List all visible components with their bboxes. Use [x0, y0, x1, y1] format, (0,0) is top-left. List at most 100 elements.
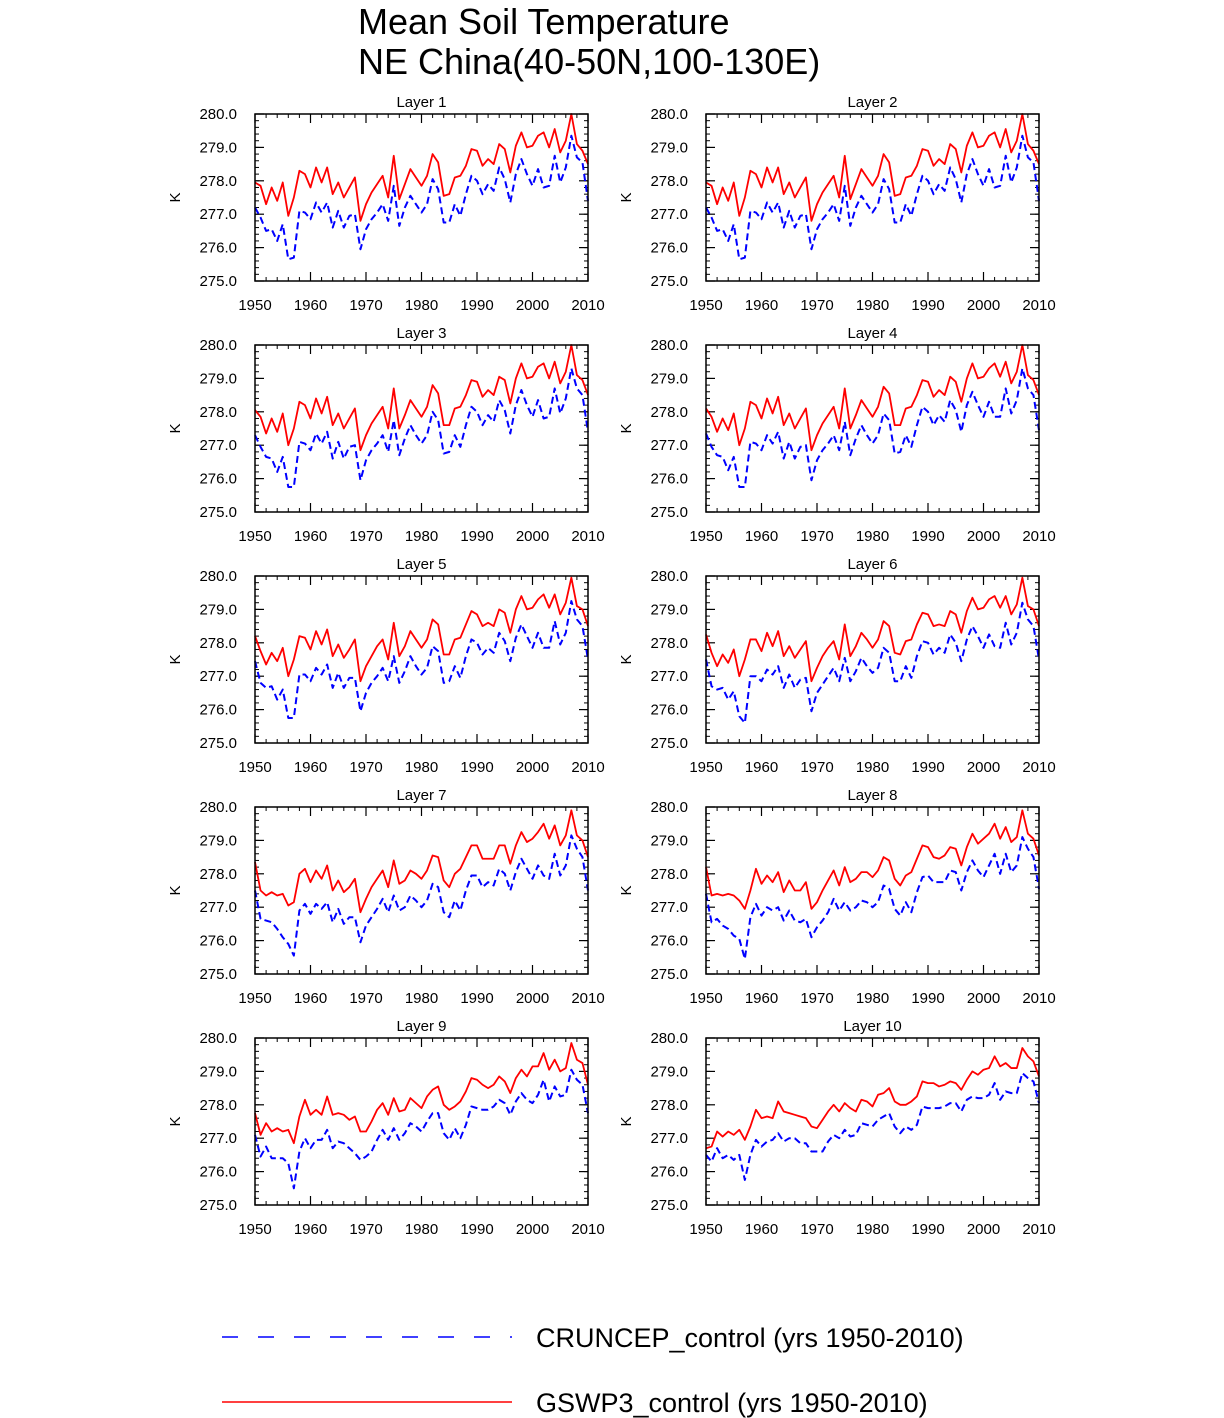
x-tick-label: 1960	[745, 990, 778, 1007]
y-tick-label: 277.0	[199, 1130, 237, 1147]
x-tick-label: 2010	[571, 1221, 604, 1238]
series-line-cruncep-control	[254, 834, 589, 957]
y-tick-label: 280.0	[199, 337, 237, 354]
panel-layer-9: Layer 9 K 1950 1960 1970 1980 1990 2000 2010 275.…	[167, 1018, 605, 1238]
y-tick-label: 275.0	[650, 273, 688, 290]
panel-layer-8: Layer 8 K 1950 1960 1970 1980 1990 2000 2010 275.…	[618, 787, 1056, 1007]
y-tick-label: 276.0	[199, 240, 237, 257]
x-tick-label: 1990	[911, 990, 944, 1007]
panel-layer-2: Layer 2 K 1950 1960 1970 1980 1990 2000 2010 275.…	[618, 94, 1056, 314]
series-line-cruncep-control	[705, 1072, 1040, 1181]
x-tick-label: 1950	[689, 1221, 722, 1238]
x-tick-label: 1990	[911, 1221, 944, 1238]
series-line-gswp3-control	[254, 113, 589, 222]
y-tick-label: 275.0	[650, 504, 688, 521]
x-tick-label: 1950	[238, 297, 271, 314]
x-tick-label: 2000	[967, 990, 1000, 1007]
panel-title: Layer 4	[847, 325, 897, 342]
y-tick-label: 275.0	[199, 966, 237, 983]
x-tick-label: 2000	[967, 297, 1000, 314]
y-tick-label: 278.0	[650, 866, 688, 883]
x-tick-label: 1960	[294, 1221, 327, 1238]
y-axis-label: K	[618, 654, 635, 664]
x-tick-label: 1970	[349, 759, 382, 776]
y-axis-label: K	[167, 885, 184, 895]
x-tick-label: 1960	[294, 759, 327, 776]
x-tick-label: 1950	[689, 528, 722, 545]
panel-title: Layer 9	[396, 1018, 446, 1035]
x-tick-label: 1980	[856, 1221, 889, 1238]
x-tick-label: 1990	[911, 528, 944, 545]
series-line-cruncep-control	[254, 600, 589, 719]
panel-layer-4: Layer 4 K 1950 1960 1970 1980 1990 2000 2010 275.…	[618, 325, 1056, 545]
x-tick-label: 1970	[800, 1221, 833, 1238]
y-axis-label: K	[618, 1116, 635, 1126]
x-tick-label: 2000	[516, 528, 549, 545]
plot-frame	[254, 806, 589, 975]
series-line-gswp3-control	[705, 809, 1040, 910]
y-axis-label: K	[167, 654, 184, 664]
y-axis-label: K	[618, 885, 635, 895]
y-tick-label: 277.0	[650, 1130, 688, 1147]
x-tick-label: 1950	[689, 759, 722, 776]
series-line-cruncep-control	[705, 367, 1040, 488]
plot-frame	[705, 575, 1040, 744]
x-tick-label: 1990	[460, 990, 493, 1007]
y-tick-label: 276.0	[199, 1164, 237, 1181]
panel-title: Layer 5	[396, 556, 446, 573]
x-tick-label: 1960	[745, 528, 778, 545]
panel-title: Layer 8	[847, 787, 897, 804]
plot-frame	[254, 1037, 589, 1206]
x-tick-label: 1990	[911, 297, 944, 314]
y-tick-label: 277.0	[199, 668, 237, 685]
y-tick-label: 278.0	[650, 173, 688, 190]
x-tick-label: 2010	[1022, 990, 1055, 1007]
x-tick-label: 1950	[689, 990, 722, 1007]
x-tick-label: 1990	[460, 1221, 493, 1238]
y-tick-label: 275.0	[650, 1197, 688, 1214]
series-line-gswp3-control	[254, 344, 589, 452]
y-tick-label: 275.0	[199, 504, 237, 521]
x-tick-label: 1960	[294, 528, 327, 545]
x-tick-label: 1970	[800, 759, 833, 776]
x-tick-label: 2010	[571, 528, 604, 545]
x-tick-label: 1950	[238, 990, 271, 1007]
series-line-gswp3-control	[705, 576, 1040, 683]
x-tick-label: 1990	[911, 759, 944, 776]
x-tick-label: 1980	[856, 528, 889, 545]
y-tick-label: 277.0	[199, 206, 237, 223]
series-line-cruncep-control	[705, 134, 1040, 261]
y-tick-label: 276.0	[650, 471, 688, 488]
x-tick-label: 2010	[1022, 1221, 1055, 1238]
x-tick-label: 1970	[800, 297, 833, 314]
plot-frame	[254, 344, 589, 513]
y-tick-label: 280.0	[650, 568, 688, 585]
panel-layer-6: Layer 6 K 1950 1960 1970 1980 1990 2000 2010 275.…	[618, 556, 1056, 776]
series-line-gswp3-control	[705, 113, 1040, 222]
y-axis-label: K	[167, 1116, 184, 1126]
panel-title: Layer 6	[847, 556, 897, 573]
x-tick-label: 1950	[238, 759, 271, 776]
y-tick-label: 280.0	[199, 106, 237, 123]
plot-frame	[705, 1037, 1040, 1206]
plot-frame	[705, 344, 1040, 513]
series-line-gswp3-control	[705, 1047, 1040, 1150]
series-line-gswp3-control	[705, 344, 1040, 452]
y-tick-label: 276.0	[199, 933, 237, 950]
y-tick-label: 279.0	[650, 370, 688, 387]
x-tick-label: 1980	[856, 759, 889, 776]
y-tick-label: 278.0	[199, 866, 237, 883]
x-tick-label: 2010	[1022, 759, 1055, 776]
x-tick-label: 2000	[967, 1221, 1000, 1238]
panel-title: Layer 7	[396, 787, 446, 804]
panel-layer-5: Layer 5 K 1950 1960 1970 1980 1990 2000 2010 275.…	[167, 556, 605, 776]
y-tick-label: 277.0	[199, 437, 237, 454]
panel-title: Layer 1	[396, 94, 446, 111]
plot-frame	[254, 113, 589, 282]
y-tick-label: 276.0	[650, 240, 688, 257]
panel-layer-7: Layer 7 K 1950 1960 1970 1980 1990 2000 2010 275.…	[167, 787, 605, 1007]
y-tick-label: 276.0	[199, 702, 237, 719]
x-tick-label: 2000	[516, 990, 549, 1007]
y-tick-label: 280.0	[199, 1030, 237, 1047]
